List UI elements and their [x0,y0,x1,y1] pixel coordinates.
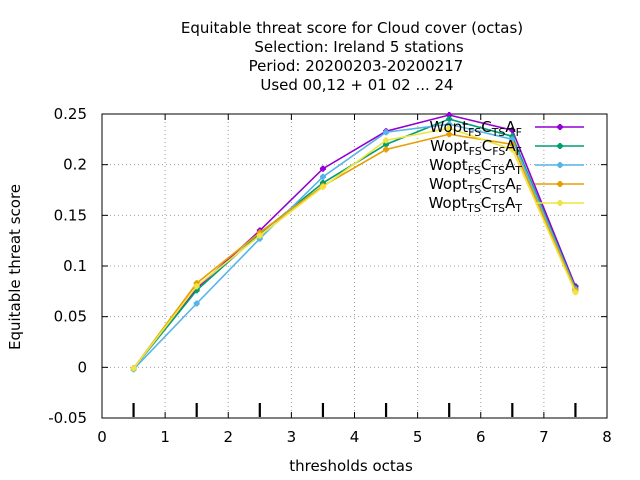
chart-title: Equitable threat score for Cloud cover (… [181,19,523,94]
data-point [383,137,389,143]
legend-text: A [505,137,516,155]
legend-entry-5: WoptTSCTSAT [429,194,584,215]
data-point [509,127,515,133]
legend-text: A [505,194,516,212]
y-tick-label: 0.2 [63,156,87,174]
series-line [132,127,577,369]
data-point [557,200,563,206]
title-line-3: Period: 20200203-20200217 [249,57,464,75]
x-tick-label: 3 [287,428,297,446]
data-point [257,233,263,239]
legend-label: WoptTSCTSAT [429,194,523,215]
legend-text: Wopt [429,175,468,193]
series-line [132,133,577,369]
legend-text: Wopt [429,194,468,212]
legend-subscript: T [514,202,522,215]
legend-text: A [505,156,516,174]
data-point [320,184,326,190]
y-axis-label: Equitable threat score [6,184,24,350]
legend-subscript: FS [492,145,505,158]
legend-entry-2: WoptFSCFSAF [430,137,584,158]
legend-label: WoptTSCTSAF [429,175,522,196]
legend-text: A [505,175,516,193]
legend-text: C [481,118,491,136]
legend-subscript: T [514,164,522,177]
data-point [557,181,563,187]
x-tick-label: 5 [413,428,423,446]
legend-subscript: TS [490,164,505,177]
data-point [446,131,452,137]
y-tick-label: 0.25 [54,105,87,123]
y-tick-label: 0.1 [63,257,87,275]
legend-subscript: TS [491,126,506,139]
y-tick-label: 0.05 [54,308,87,326]
legend-subscript: FS [469,145,482,158]
data-point [557,162,563,168]
data-point [383,141,389,147]
title-line-4: Used 00,12 + 01 02 ... 24 [260,76,453,94]
legend-text: C [481,175,491,193]
y-tick-label: 0 [77,358,87,376]
x-tick-label: 2 [223,428,233,446]
legend: WoptFSCTSAFWoptFSCFSAFWoptFSCTSATWoptTSC… [429,118,584,215]
data-point [557,143,563,149]
legend-label: WoptFSCTSAF [430,118,522,139]
data-point [557,124,563,130]
legend-label: WoptFSCFSAF [430,137,522,158]
data-point [446,121,452,127]
axis-ticks: 0 1 2 3 4 5 6 7 8 -0.05 0 0.05 0.1 0.15 0.2 0.25 [48,105,612,446]
legend-subscript: TS [467,183,482,196]
y-tick-label: -0.05 [48,409,87,427]
y-tick-label: 0.15 [54,206,87,224]
legend-text: C [482,137,492,155]
data-point [446,112,452,118]
data-point [509,141,515,147]
legend-subscript: F [516,145,522,158]
legend-subscript: TS [491,183,506,196]
legend-text: Wopt [430,137,469,155]
legend-text: Wopt [429,156,468,174]
legend-subscript: FS [468,126,481,139]
x-axis-label: thresholds octas [289,457,413,475]
legend-subscript: TS [466,202,481,215]
title-line-2: Selection: Ireland 5 stations [254,38,464,56]
x-tick-label: 6 [476,428,486,446]
legend-entry-3: WoptFSCTSAT [429,156,584,177]
legend-subscript: F [516,126,522,139]
series-5 [130,125,579,372]
legend-subscript: TS [490,202,505,215]
legend-text: Wopt [430,118,469,136]
data-point [446,116,452,122]
data-point [509,136,515,142]
legend-entry-4: WoptTSCTSAF [429,175,584,196]
legend-text: A [505,118,516,136]
data-point [383,146,389,153]
title-line-1: Equitable threat score for Cloud cover (… [181,19,523,37]
data-point [509,146,515,153]
data-point [130,365,137,371]
legend-entry-1: WoptFSCTSAF [430,118,584,139]
x-tick-label: 7 [539,428,549,446]
x-tick-label: 1 [160,428,170,446]
data-point [194,283,200,289]
series [130,112,579,373]
x-tick-label: 8 [602,428,612,446]
x-tick-label: 0 [97,428,107,446]
data-point [446,125,452,131]
data-point [383,129,389,135]
series-line [132,123,577,370]
data-point [572,289,579,295]
legend-label: WoptFSCTSAT [429,156,522,177]
legend-subscript: FS [468,164,481,177]
legend-text: C [481,194,491,212]
data-point [320,174,326,180]
grid [102,114,607,418]
legend-text: C [481,156,491,174]
legend-subscript: F [516,183,522,196]
data-point [320,166,326,172]
data-point [194,300,200,307]
x-tick-label: 4 [350,428,360,446]
